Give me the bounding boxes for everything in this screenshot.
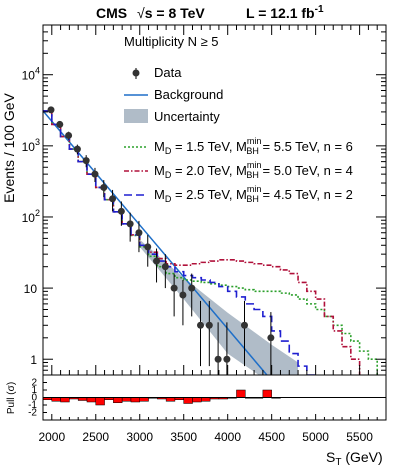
data-point [126, 220, 134, 228]
svg-text:Data: Data [154, 65, 182, 80]
data-point [205, 321, 213, 329]
pull-bar [192, 397, 202, 403]
x-tick-label: 2000 [38, 430, 65, 444]
data-point [267, 334, 275, 342]
data-point [73, 145, 81, 153]
data-point [188, 284, 196, 292]
signal-curve-3 [43, 110, 317, 375]
pull-tick-label: -1 [28, 400, 37, 411]
data-points-layer [47, 106, 275, 375]
pull-bar [130, 397, 140, 403]
data-point [117, 207, 125, 215]
background-fit-line [43, 110, 268, 375]
svg-text:Background: Background [154, 87, 223, 102]
x-axis-tick-labels: 2000 2500 3000 3500 4000 4500 5000 5500 [38, 430, 373, 444]
x-tick-label: 4000 [214, 430, 241, 444]
signal-curves-layer [43, 110, 379, 375]
x-tick-label: 4500 [258, 430, 285, 444]
pull-tick-label: 2 [31, 378, 37, 389]
legend: Data Background Uncertainty MD = 1.5 TeV… [124, 65, 353, 204]
x-tick-label: 5000 [302, 430, 329, 444]
x-tick-label: 3500 [170, 430, 197, 444]
multiplicity-annotation: Multiplicity N ≥ 5 [124, 34, 219, 49]
data-point [65, 131, 73, 139]
pull-bar [262, 389, 272, 398]
svg-text:Uncertainty: Uncertainty [154, 109, 220, 124]
pull-bar [201, 397, 211, 402]
pull-bar [165, 397, 176, 402]
pull-tick-label: -2 [28, 408, 37, 419]
legend-entry-signal-3: MD = 2.5 TeV, Mmin BH = 4.5 TeV, n = 2 [124, 184, 353, 204]
pull-bar [139, 397, 149, 402]
y-tick-label: 104 [22, 66, 40, 83]
pull-bar [236, 389, 246, 398]
legend-entry-background: Background [124, 87, 223, 102]
pull-bar [121, 397, 132, 402]
data-point [144, 243, 152, 251]
data-point [47, 106, 55, 114]
x-tick-label: 5500 [346, 430, 373, 444]
legend-entry-uncertainty: Uncertainty [124, 109, 220, 124]
pull-tick-label: 0 [31, 393, 37, 404]
x-axis-title: ST (GeV) [326, 449, 383, 468]
y-tick-label: 102 [22, 208, 40, 225]
legend-entry-signal-1: MD = 1.5 TeV, Mmin BH = 5.5 TeV, n = 6 [124, 136, 353, 156]
data-point [153, 257, 161, 265]
data-point [56, 120, 64, 128]
data-point [240, 321, 248, 329]
data-point [135, 229, 143, 237]
pull-tick-label: 1 [31, 385, 37, 396]
pull-axis-title: Pull (σ) [6, 382, 17, 414]
x-tick-label: 2500 [82, 430, 109, 444]
data-point [100, 183, 108, 191]
x-tick-label: 3000 [126, 430, 153, 444]
data-point [109, 195, 117, 203]
legend-entry-signal-2: MD = 2.0 TeV, Mmin BH = 5.0 TeV, n = 4 [124, 160, 353, 180]
legend-entry-data: Data [132, 65, 182, 80]
legend-data-marker [132, 69, 140, 77]
uncertainty-band [139, 239, 299, 375]
data-point [214, 355, 222, 363]
data-point [223, 355, 231, 363]
y-tick-label: 1 [30, 353, 37, 367]
data-point [161, 263, 169, 271]
y-tick-label: 10 [24, 282, 38, 296]
legend-uncertainty-box [124, 109, 148, 123]
y-tick-label: 103 [22, 137, 40, 154]
data-point [170, 284, 178, 292]
background-fit-layer [43, 110, 268, 375]
pull-axis-ticks [43, 382, 387, 420]
pull-bar [183, 397, 193, 404]
pull-bar [51, 397, 61, 402]
data-point [197, 321, 205, 329]
data-point [91, 170, 99, 178]
header-luminosity: L = 12.1 fb-1 [246, 4, 324, 21]
pull-bar [95, 397, 105, 406]
header-experiment: CMS √s = 8 TeV [96, 5, 205, 21]
signal-curve-2 [43, 110, 361, 375]
pull-bar [86, 397, 97, 403]
pull-bar [60, 397, 70, 403]
data-point [82, 157, 90, 165]
main-axis-ticks [43, 24, 387, 376]
y-axis-tick-labels: 1 10 102 103 104 [22, 66, 40, 368]
data-point [179, 291, 187, 299]
uncertainty-band-layer [139, 239, 299, 375]
pull-bar [113, 397, 123, 403]
y-axis-title: Events / 100 GeV [1, 92, 17, 202]
